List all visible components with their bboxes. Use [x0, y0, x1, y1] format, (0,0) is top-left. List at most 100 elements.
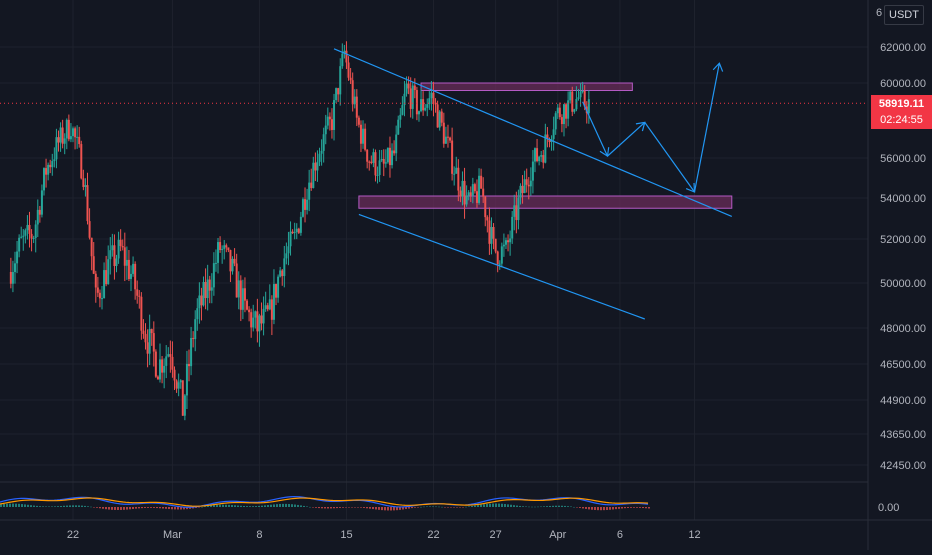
candle	[204, 268, 207, 310]
candle-body	[101, 298, 104, 300]
macd-histogram-bar	[639, 507, 641, 508]
candle	[337, 87, 340, 102]
macd-histogram-bar	[516, 505, 518, 507]
candle	[188, 349, 191, 382]
candle-body	[509, 238, 512, 243]
candle-body	[444, 136, 447, 144]
candle-body	[436, 104, 439, 128]
candle	[521, 175, 524, 204]
macd-histogram-bar	[540, 506, 542, 508]
candle-body	[357, 117, 360, 125]
candle-body	[188, 363, 191, 367]
candle-body	[235, 263, 238, 298]
candle-body	[225, 245, 228, 248]
candle-body	[504, 240, 507, 245]
candle	[500, 242, 503, 268]
candle	[140, 292, 143, 340]
candle-body	[461, 180, 464, 197]
macd-histogram-bar	[351, 507, 353, 508]
candle	[96, 276, 99, 297]
candle-body	[486, 217, 489, 221]
macd-histogram-bar	[555, 505, 557, 507]
candle-body	[233, 258, 236, 264]
candle-body	[256, 311, 259, 332]
candle	[333, 93, 336, 141]
candle	[573, 108, 576, 114]
macd-histogram-bar	[9, 503, 11, 507]
macd-histogram-bar	[549, 505, 551, 507]
candle	[577, 88, 580, 101]
macd-histogram-bar	[237, 505, 239, 507]
macd-histogram-bar	[387, 507, 389, 511]
macd-histogram-bar	[276, 504, 278, 507]
projection-segment	[693, 63, 720, 193]
macd-histogram-bar	[624, 507, 626, 509]
candle	[314, 152, 317, 182]
candle-body	[525, 179, 528, 185]
candle	[374, 149, 377, 182]
candle-body	[254, 311, 257, 318]
candle-body	[353, 96, 356, 105]
macd-histogram-bar	[183, 507, 185, 510]
macd-histogram-bar	[576, 507, 578, 508]
macd-histogram-bar	[267, 505, 269, 507]
macd-histogram-bar	[120, 507, 122, 510]
candle	[581, 81, 584, 94]
candle-body	[243, 288, 246, 301]
candle	[150, 328, 153, 346]
candle-body	[76, 136, 79, 138]
macd-histogram-bar	[495, 503, 497, 507]
candle-body	[113, 245, 116, 267]
candle-body	[285, 253, 288, 259]
candle	[132, 256, 135, 277]
candle	[378, 149, 381, 182]
candle-body	[72, 128, 74, 137]
candle	[556, 103, 559, 119]
candle-body	[403, 93, 406, 106]
candle	[359, 120, 362, 153]
candle-body	[90, 237, 93, 257]
candle	[422, 91, 425, 116]
currency-label[interactable]: USDT	[884, 5, 924, 25]
candle-body	[295, 228, 298, 233]
support-zone	[358, 195, 733, 209]
candle-body	[409, 88, 412, 109]
projection-segment	[607, 121, 646, 157]
candle	[264, 291, 267, 312]
candle-body	[140, 296, 143, 331]
candle	[45, 158, 48, 188]
candle-body	[57, 137, 60, 143]
macd-histogram-bar	[531, 506, 533, 508]
macd-histogram-bar	[204, 506, 206, 507]
candle	[395, 125, 398, 162]
candle	[61, 119, 64, 149]
candle-body	[378, 160, 381, 176]
candle-body	[384, 162, 387, 164]
candle-body	[326, 116, 329, 126]
candle-body	[196, 308, 199, 320]
candle-body	[270, 299, 273, 320]
candle-body	[362, 128, 365, 144]
candle-body	[349, 77, 352, 81]
macd-histogram-bar	[435, 506, 437, 508]
candle-body	[121, 245, 124, 248]
candle-body	[430, 92, 433, 99]
macd-histogram-bar	[39, 506, 41, 507]
candle	[214, 249, 217, 272]
macd-histogram-bar	[390, 507, 392, 511]
macd-histogram-bar	[426, 506, 428, 508]
candle-body	[565, 104, 568, 119]
macd-histogram-bar	[21, 504, 23, 507]
macd-histogram-bar	[648, 507, 650, 509]
macd-histogram-bar	[273, 504, 275, 507]
candle	[341, 43, 344, 69]
candle-body	[459, 190, 462, 197]
macd-histogram-bar	[30, 505, 32, 507]
candle	[146, 329, 149, 368]
macd-histogram-bar	[240, 505, 242, 507]
candle-body	[185, 363, 188, 396]
macd-histogram-bar	[315, 507, 317, 508]
candle-body	[40, 190, 43, 215]
candle-body	[517, 197, 520, 221]
